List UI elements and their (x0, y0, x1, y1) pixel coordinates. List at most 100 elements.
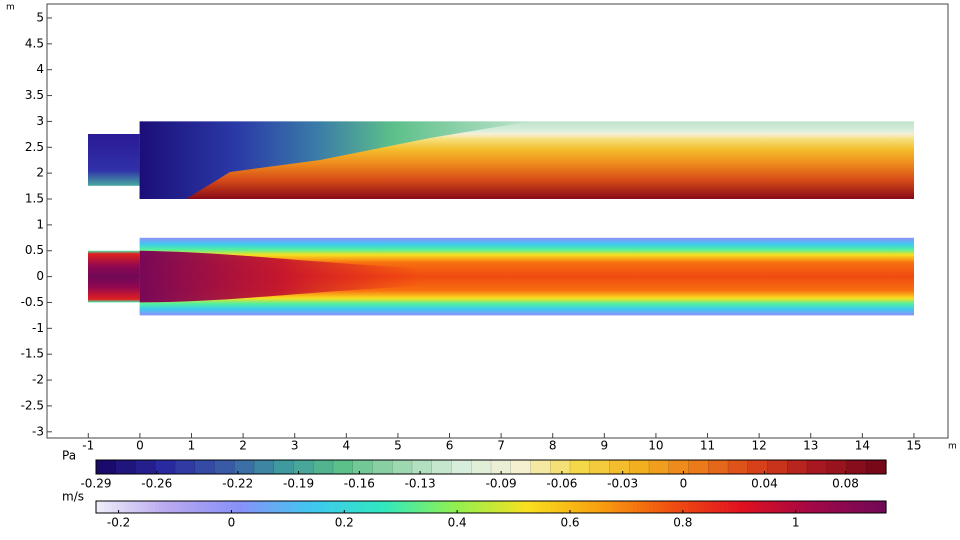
x-unit: m (948, 442, 957, 452)
colorbar-swatch (672, 501, 678, 513)
colorbar-tick-label: -0.03 (607, 477, 638, 491)
colorbar-swatch (799, 501, 804, 513)
colorbar-swatch (874, 501, 879, 513)
colorbar-swatch (336, 501, 342, 513)
colorbar-tick-label: -0.06 (546, 477, 577, 491)
colorbar-swatch (265, 501, 271, 513)
colorbar-swatch (404, 501, 409, 513)
colorbar-tick-label: -0.22 (222, 477, 253, 491)
colorbar-swatch (431, 501, 437, 513)
colorbar-swatch (175, 501, 180, 513)
colorbar-swatch (728, 501, 733, 513)
colorbar-swatch (218, 501, 223, 513)
colorbar-swatch (629, 501, 634, 513)
colorbar-swatch (818, 501, 824, 513)
colorbar-swatch (716, 501, 721, 513)
colorbar-swatch (581, 501, 587, 513)
colorbar-swatch (491, 460, 512, 474)
colorbar-swatch (222, 501, 227, 513)
colorbar-swatch (309, 501, 314, 513)
colorbar-tick-label: 0 (228, 516, 236, 530)
colorbar-swatch (257, 501, 263, 513)
x-tick-label: 3 (291, 439, 299, 453)
colorbar-swatch (866, 460, 887, 474)
x-tick-label: 5 (394, 439, 402, 453)
colorbar-swatch (491, 501, 496, 513)
colorbar-swatch (392, 501, 397, 513)
colorbar-swatch (660, 501, 666, 513)
colorbar-swatch (882, 501, 887, 513)
colorbar-swatch (712, 501, 717, 513)
colorbar-swatch (384, 501, 389, 513)
colorbar-swatch (708, 460, 729, 474)
x-tick-label: 13 (803, 439, 818, 453)
colorbar-swatch (115, 501, 121, 513)
colorbar-swatch (254, 460, 275, 474)
colorbar-swatch (787, 501, 792, 513)
colorbar-swatch (408, 501, 413, 513)
y-tick-label: 3 (36, 114, 44, 128)
colorbar-swatch (246, 501, 251, 513)
colorbar-swatch (415, 501, 421, 513)
x-tick-label: 12 (751, 439, 766, 453)
colorbar-swatch (135, 460, 156, 474)
colorbar-swatch (530, 460, 551, 474)
colorbar-swatch (210, 501, 216, 513)
x-tick-label: 0 (136, 439, 144, 453)
colorbar-swatch (352, 501, 358, 513)
x-tick-label: 1 (188, 439, 196, 453)
colorbar-swatch (115, 460, 137, 474)
colorbar-swatch (435, 501, 441, 513)
colorbar-tick-label: 0.2 (335, 516, 354, 530)
colorbar-swatch (175, 460, 196, 474)
colorbar-swatch (313, 501, 318, 513)
colorbar-swatch (838, 501, 844, 513)
colorbar-swatch (747, 460, 769, 474)
colorbar-tick-label: 1 (792, 516, 800, 530)
y-tick-label: 4.5 (25, 36, 44, 50)
colorbar-swatch (451, 460, 472, 474)
y-tick-label: 4 (36, 62, 44, 76)
colorbar-swatch (554, 501, 559, 513)
colorbar-swatch (439, 501, 445, 513)
colorbar-tick-label: -0.19 (283, 477, 314, 491)
colorbar-swatch (423, 501, 429, 513)
colorbar-swatch (728, 460, 749, 474)
colorbar-swatch (878, 501, 883, 513)
colorbar-swatch (763, 501, 769, 513)
y-tick-label: 0.5 (25, 243, 44, 257)
colorbar-swatch (735, 501, 741, 513)
colorbar-swatch (755, 501, 761, 513)
colorbar-tick-label: 0.8 (673, 516, 692, 530)
colorbar-swatch (194, 460, 216, 474)
colorbar-swatch (570, 460, 591, 474)
colorbar-swatch (822, 501, 828, 513)
colorbar-swatch (230, 501, 235, 513)
colorbar-swatch (289, 501, 295, 513)
colorbar-swatch (147, 501, 152, 513)
colorbar-swatch (443, 501, 449, 513)
colorbar-swatch (352, 460, 374, 474)
colorbar-swatch (862, 501, 867, 513)
colorbar-swatch (419, 501, 425, 513)
colorbar-swatch (107, 501, 113, 513)
colorbar-swatch (791, 501, 796, 513)
colorbar-swatch (609, 460, 630, 474)
colorbar-swatch (676, 501, 682, 513)
colorbar-swatch (340, 501, 346, 513)
x-tick-label: 2 (239, 439, 247, 453)
colorbar-swatch (597, 501, 603, 513)
colorbar-swatch (514, 501, 520, 513)
colorbar-swatch (431, 460, 453, 474)
colorbar-swatch (613, 501, 618, 513)
x-tick-label: 7 (497, 439, 505, 453)
y-unit: m (6, 3, 15, 13)
y-tick-label: -1 (32, 321, 44, 335)
colorbar-swatch (775, 501, 780, 513)
colorbar-swatch (467, 501, 472, 513)
colorbar-swatch (546, 501, 551, 513)
colorbar-tick-label: -0.29 (80, 477, 111, 491)
colorbar-swatch (807, 460, 828, 474)
colorbar-swatch (325, 501, 330, 513)
colorbar-swatch (708, 501, 713, 513)
